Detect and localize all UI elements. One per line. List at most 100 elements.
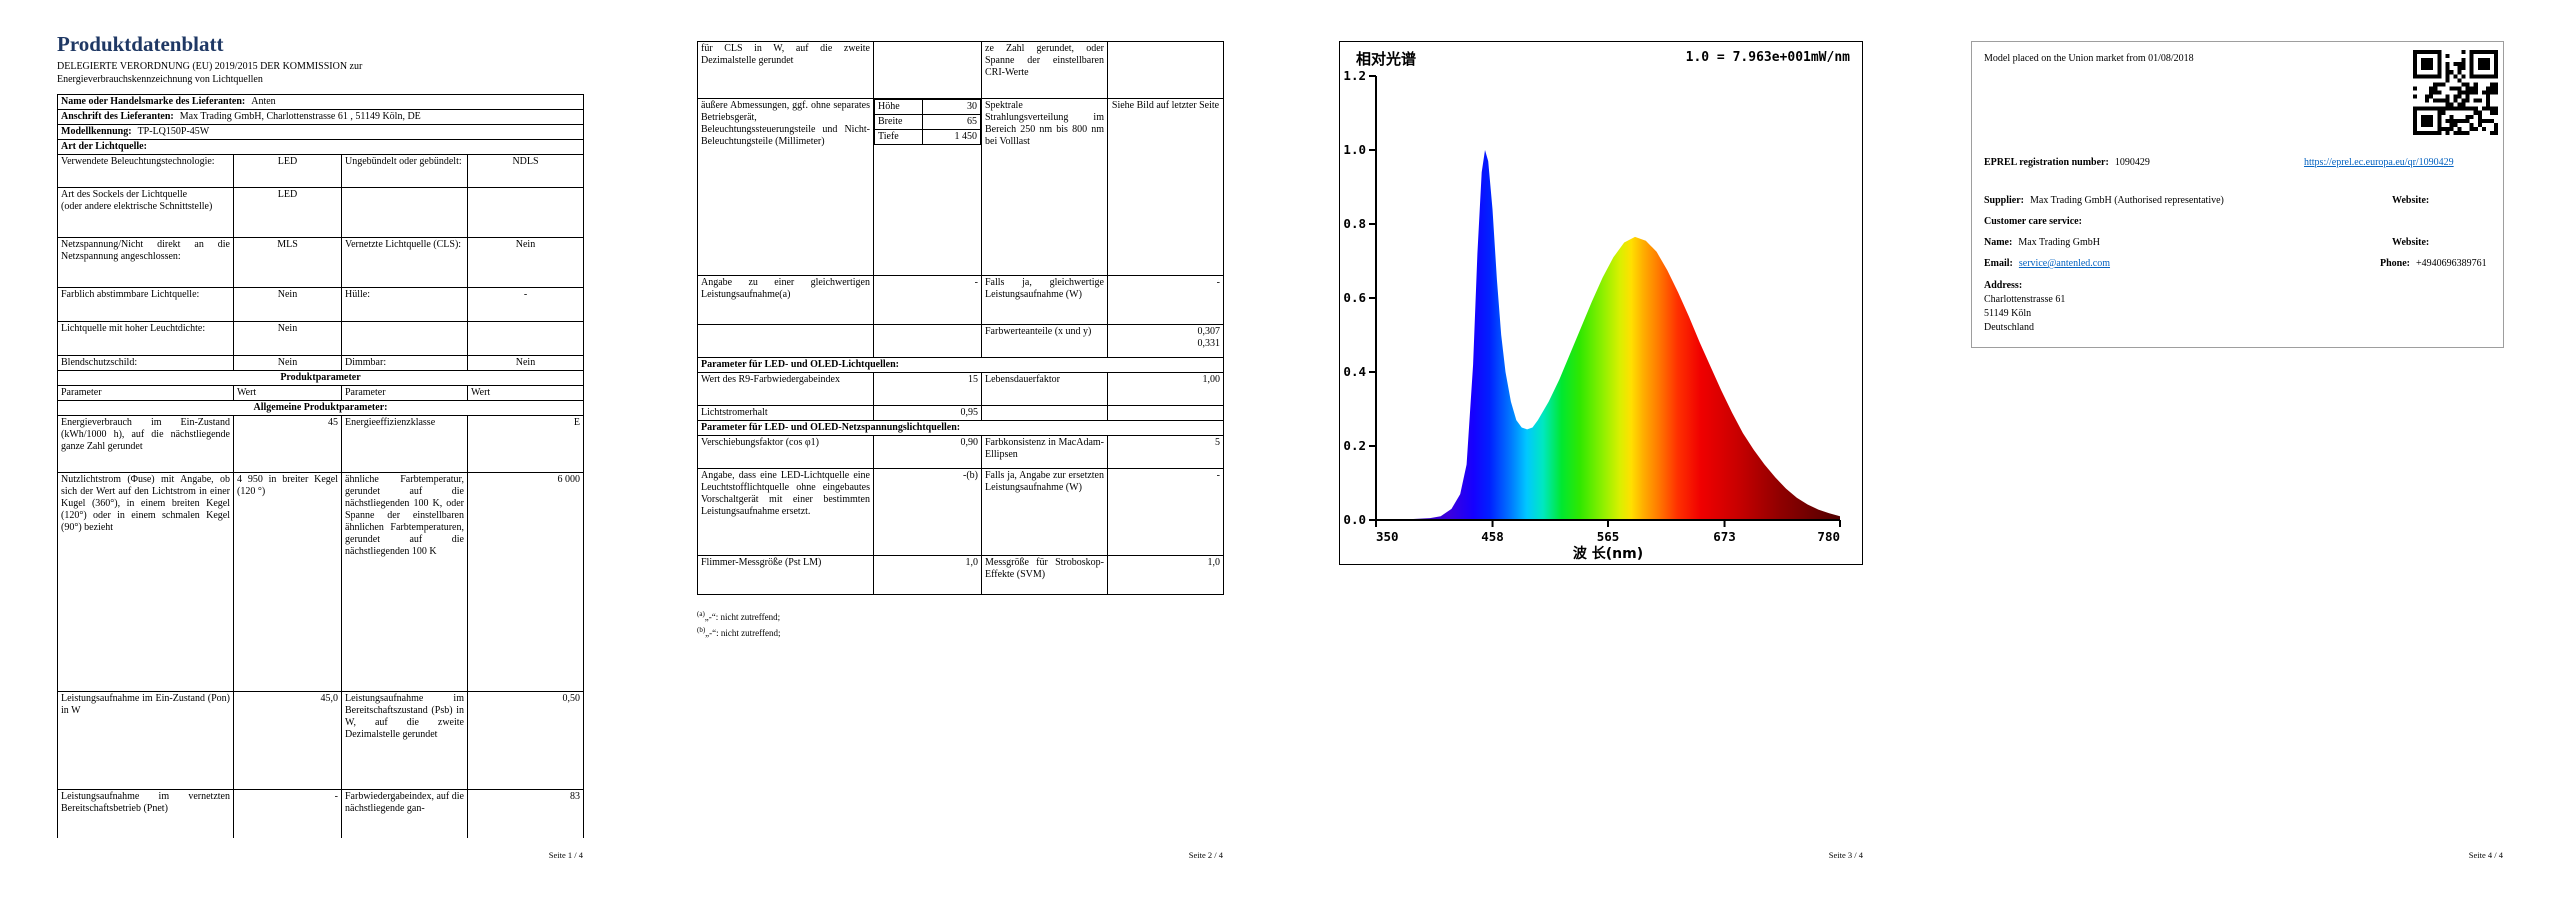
page-1-content: Produktdatenblatt DELEGIERTE VERORDNUNG …	[57, 0, 584, 838]
param-cell: Angabe, dass eine LED-Lichtquelle eine L…	[697, 468, 874, 556]
param-cell: Farbkonsistenz in MacAdam-Ellipsen	[981, 435, 1108, 469]
eprel-registration-row: EPREL registration number: 1090429	[1984, 156, 2150, 169]
eprel-link[interactable]: https://eprel.ec.europa.eu/qr/1090429	[2304, 157, 2454, 168]
email-row: Email: service@antenled.com	[1984, 257, 2110, 270]
value-cell	[873, 324, 982, 358]
param-cell: Lichtstromerhalt	[697, 405, 874, 421]
param-cell: Falls ja, Angabe zur ersetzten Leistungs…	[981, 468, 1108, 556]
axis-ticks	[1369, 75, 1841, 527]
param-cell: Verschiebungsfaktor (cos φ1)	[697, 435, 874, 469]
dimension-value: 1 450	[922, 129, 981, 145]
value-cell: -	[873, 275, 982, 325]
param-cell: Energieeffizienzklasse	[341, 415, 468, 474]
value-cell: 0,95	[873, 405, 982, 421]
value-cell: 15	[873, 372, 982, 406]
value-cell: LED	[233, 154, 342, 189]
supplier-row: Supplier: Max Trading GmbH (Authorised re…	[1984, 194, 2224, 207]
column-header: Parameter	[57, 385, 234, 402]
page-2-content: für CLS in W, auf die zweite Dezimalstel…	[697, 0, 1224, 838]
value-cell: 83	[467, 789, 584, 838]
x-axis-label: 波 长(nm)	[1573, 545, 1643, 562]
address-line: Deutschland	[1984, 322, 2034, 333]
supplier-value: Max Trading GmbH (Authorised representat…	[2030, 195, 2224, 206]
value-cell: 6 000	[467, 472, 584, 693]
light-source-type-header: Art der Lichtquelle:	[57, 139, 584, 156]
y-tick-label: 1.2	[1343, 68, 1366, 83]
dimension-value: 65	[922, 114, 981, 130]
contact-info-box: Model placed on the Union market from 01…	[1971, 41, 2504, 348]
website-row-2: Website:	[2392, 236, 2429, 249]
value-cell: -	[233, 789, 342, 838]
care-name-value: Max Trading GmbH	[2018, 237, 2101, 248]
param-cell: Energieverbrauch im Ein-Zustand (kWh/100…	[57, 415, 234, 474]
value-cell: MLS	[233, 237, 342, 289]
phone-row: Phone: +4940696389761	[2380, 257, 2487, 270]
param-cell: ze Zahl gerundet, oder Spanne der einste…	[981, 41, 1108, 99]
value-cell: -	[467, 287, 584, 323]
regulation-subtitle-line-1: DELEGIERTE VERORDNUNG (EU) 2019/2015 DER…	[57, 61, 363, 73]
column-header: Wert	[233, 385, 342, 402]
address-line: Charlottenstrasse 61	[1984, 294, 2066, 305]
param-cell	[341, 321, 468, 357]
value-cell	[873, 41, 982, 99]
column-header: Parameter	[341, 385, 468, 402]
x-tick-label: 565	[1597, 529, 1620, 544]
param-cell: äußere Abmessungen, ggf. ohne separates …	[697, 98, 874, 276]
value-cell: -(b)	[873, 468, 982, 556]
dimension-label: Breite	[874, 114, 923, 130]
param-cell: Messgröße für Stroboskop-Effekte (SVM)	[981, 555, 1108, 595]
general-parameters-header: Allgemeine Produktparameter:	[57, 400, 584, 417]
page-footer: Seite 4 / 4	[2468, 850, 2503, 860]
column-header: Wert	[467, 385, 584, 402]
param-cell: Lichtquelle mit hoher Leuchtdichte:	[57, 321, 234, 357]
param-cell	[341, 187, 468, 239]
supplier-name-label: Name oder Handelsmarke des Lieferanten:	[61, 96, 246, 108]
x-tick-label: 350	[1376, 529, 1399, 544]
param-cell: Vernetzte Lichtquelle (CLS):	[341, 237, 468, 289]
value-cell	[467, 187, 584, 239]
address-header: Address:	[1984, 280, 2023, 291]
param-cell: Nutzlichtstrom (Φuse) mit Angabe, ob sic…	[57, 472, 234, 693]
value-cell: Nein	[233, 355, 342, 372]
page-4: Model placed on the Union market from 01…	[1920, 0, 2560, 905]
dimension-value: 30	[922, 99, 981, 115]
value-cell: Nein	[467, 237, 584, 289]
value-cell: 1,00	[1107, 372, 1224, 406]
param-cell: Wert des R9-Farbwiedergabeindex	[697, 372, 874, 406]
supplier-name-row: Name oder Handelsmarke des Lieferanten: A…	[57, 94, 584, 111]
spectrum-curve	[1376, 150, 1840, 520]
value-cell: 1,0	[873, 555, 982, 595]
dimension-label: Tiefe	[874, 129, 923, 145]
page-title: Produktdatenblatt	[57, 32, 224, 56]
model-id-value: TP-LQ150P-45W	[137, 126, 210, 138]
y-tick-label: 0.6	[1343, 290, 1366, 305]
param-cell: Art des Sockels der Lichtquelle (oder an…	[57, 187, 234, 239]
value-cell: Siehe Bild auf letzter Seite	[1107, 98, 1224, 276]
footnote-a-marker: (a)	[697, 610, 705, 618]
value-cell: 45	[233, 415, 342, 474]
axis-tick-labels: 0.0 0.2 0.4 0.6 0.8 1.0 1.2 350 458 565 673 780	[1343, 68, 1840, 544]
page-footer: Seite 3 / 4	[1828, 850, 1863, 860]
dimensions-cell: Höhe 30 Breite 65 Tiefe 1 450	[873, 98, 982, 276]
value-cell: -	[1107, 275, 1224, 325]
value-cell: 4 950 in breiter Kegel (120 °)	[233, 472, 342, 693]
value-cell: Nein	[233, 321, 342, 357]
param-cell: Flimmer-Messgröße (Pst LM)	[697, 555, 874, 595]
param-cell: Verwendete Beleuchtungstechnologie:	[57, 154, 234, 189]
page-3: 0.0 0.2 0.4 0.6 0.8 1.0 1.2 350 458 565 673 780 波 长(…	[1280, 0, 1920, 905]
value-cell: 1,0	[1107, 555, 1224, 595]
supplier-address-label: Anschrift des Lieferanten:	[61, 111, 174, 123]
value-cell	[1107, 405, 1224, 421]
website-label: Website:	[2392, 237, 2430, 248]
footnote-b-marker: (b)	[697, 625, 706, 634]
value-cell: 45,0	[233, 691, 342, 791]
y-tick-label: 0.0	[1343, 512, 1366, 527]
email-link[interactable]: service@antenled.com	[2018, 258, 2111, 269]
param-cell: Lebensdauerfaktor	[981, 372, 1108, 406]
product-parameters-header: Produktparameter	[57, 370, 584, 387]
param-cell	[981, 405, 1108, 421]
param-cell: Farbwiedergabeindex, auf die nächstliege…	[341, 789, 468, 838]
param-cell	[697, 324, 874, 358]
page-footer: Seite 2 / 4	[1188, 850, 1223, 860]
